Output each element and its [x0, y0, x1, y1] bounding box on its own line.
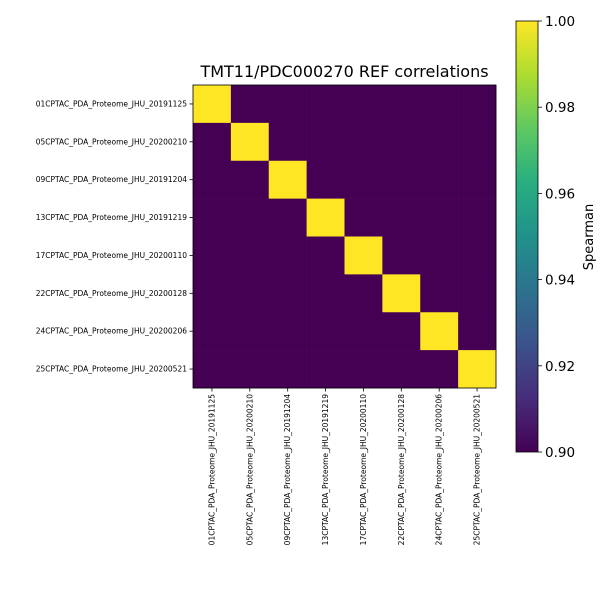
heatmap-cell: [268, 312, 307, 351]
y-tick-label: 13CPTAC_PDA_Proteome_JHU_20191219: [36, 213, 188, 222]
heatmap-cell: [268, 236, 307, 275]
y-tick-label: 24CPTAC_PDA_Proteome_JHU_20200206: [36, 327, 188, 336]
heatmap-cell: [268, 122, 307, 162]
heatmap-cell: [382, 236, 421, 275]
heatmap-cell: [458, 350, 497, 389]
chart-title: TMT11/PDC000270 REF correlations: [199, 62, 488, 81]
heatmap-cell: [193, 274, 232, 313]
heatmap-cell: [230, 312, 270, 351]
heatmap-cell: [382, 198, 421, 237]
y-tick-label: 17CPTAC_PDA_Proteome_JHU_20200110: [36, 251, 188, 260]
colorbar-ticks: 0.90 0.92 0.94 0.96 0.98 1.00: [538, 14, 575, 461]
heatmap-cell: [382, 274, 421, 313]
x-tick-label: 17CPTAC_PDA_Proteome_JHU_20200110: [359, 394, 368, 546]
heatmap-cell: [344, 160, 383, 199]
heatmap-cell: [458, 312, 497, 351]
colorbar-tick-label: 0.92: [545, 359, 575, 375]
heatmap-cell: [382, 85, 421, 124]
heatmap-cell: [230, 122, 270, 162]
heatmap-cell: [306, 85, 345, 124]
heatmap-cell: [268, 350, 307, 389]
heatmap-cell: [420, 274, 459, 313]
heatmap-cell: [193, 85, 232, 124]
heatmap-cell: [420, 198, 459, 237]
x-tick-label: 25CPTAC_PDA_Proteome_JHU_20200521: [473, 394, 482, 546]
heatmap-cell: [268, 160, 307, 199]
heatmap-cell: [193, 198, 232, 237]
heatmap-cell: [193, 350, 232, 389]
heatmap-cell: [230, 198, 270, 237]
colorbar: [516, 21, 538, 452]
heatmap-cell: [193, 312, 232, 351]
heatmap-cell: [420, 85, 459, 124]
heatmap-cell: [230, 274, 270, 313]
heatmap-cell: [230, 236, 270, 275]
heatmap-cell: [306, 350, 345, 389]
heatmap-cell: [344, 312, 383, 351]
heatmap-cell: [420, 160, 459, 199]
y-tick-label: 01CPTAC_PDA_Proteome_JHU_20191125: [36, 99, 188, 108]
heatmap-cell: [306, 236, 345, 275]
heatmap-cell: [306, 122, 345, 162]
heatmap-cell: [458, 85, 497, 124]
y-tick-label: 05CPTAC_PDA_Proteome_JHU_20200210: [36, 137, 188, 146]
heatmap-cell: [420, 312, 459, 351]
colorbar-frame: [515, 20, 539, 453]
heatmap-cell: [268, 198, 307, 237]
y-tick-label: 25CPTAC_PDA_Proteome_JHU_20200521: [36, 365, 188, 374]
heatmap-cell: [230, 85, 270, 124]
y-tick-label: 09CPTAC_PDA_Proteome_JHU_20191204: [36, 175, 188, 184]
y-axis-ticks: 01CPTAC_PDA_Proteome_JHU_20191125 05CPTAC…: [36, 99, 193, 374]
heatmap-cell: [306, 198, 345, 237]
colorbar-tick-label: 1.00: [545, 14, 575, 30]
heatmap-cell: [193, 236, 232, 275]
x-tick-label: 01CPTAC_PDA_Proteome_JHU_20191125: [207, 394, 216, 546]
heatmap-cell: [382, 122, 421, 162]
heatmap-cell: [458, 160, 497, 199]
heatmap-frame: [192, 84, 497, 389]
colorbar-label: Spearman: [582, 204, 597, 270]
x-tick-label: 22CPTAC_PDA_Proteome_JHU_20200128: [397, 394, 406, 546]
heatmap-cell: [193, 122, 232, 162]
y-tick-label: 22CPTAC_PDA_Proteome_JHU_20200128: [36, 289, 188, 298]
heatmap-cell: [458, 236, 497, 275]
heatmap-cell: [458, 198, 497, 237]
heatmap-cells: [193, 85, 497, 389]
heatmap-cell: [458, 274, 497, 313]
x-tick-label: 24CPTAC_PDA_Proteome_JHU_20200206: [435, 394, 444, 546]
heatmap-cell: [382, 350, 421, 389]
colorbar-tick-label: 0.90: [545, 445, 575, 461]
x-tick-label: 09CPTAC_PDA_Proteome_JHU_20191204: [283, 394, 292, 546]
x-axis-ticks: 01CPTAC_PDA_Proteome_JHU_20191125 05CPTAC…: [207, 388, 482, 546]
heatmap-cell: [420, 122, 459, 162]
heatmap-cell: [306, 312, 345, 351]
heatmap-cell: [230, 350, 270, 389]
x-tick-label: 05CPTAC_PDA_Proteome_JHU_20200210: [245, 394, 254, 546]
heatmap-cell: [382, 312, 421, 351]
heatmap-cell: [306, 274, 345, 313]
heatmap-cell: [193, 160, 232, 199]
heatmap-cell: [230, 160, 270, 199]
heatmap-cell: [344, 85, 383, 124]
heatmap-cell: [420, 350, 459, 389]
heatmap-cell: [344, 274, 383, 313]
x-tick-label: 13CPTAC_PDA_Proteome_JHU_20191219: [321, 394, 330, 546]
heatmap-cell: [344, 122, 383, 162]
colorbar-tick-label: 0.98: [545, 100, 575, 116]
heatmap-cell: [306, 160, 345, 199]
heatmap-cell: [458, 122, 497, 162]
colorbar-tick-label: 0.96: [545, 186, 575, 202]
heatmap-cell: [344, 198, 383, 237]
heatmap-cell: [268, 85, 307, 124]
heatmap-cell: [420, 236, 459, 275]
colorbar-tick-label: 0.94: [545, 273, 575, 289]
heatmap-cell: [344, 236, 383, 275]
heatmap-cell: [344, 350, 383, 389]
heatmap-cell: [382, 160, 421, 199]
heatmap-cell: [268, 274, 307, 313]
